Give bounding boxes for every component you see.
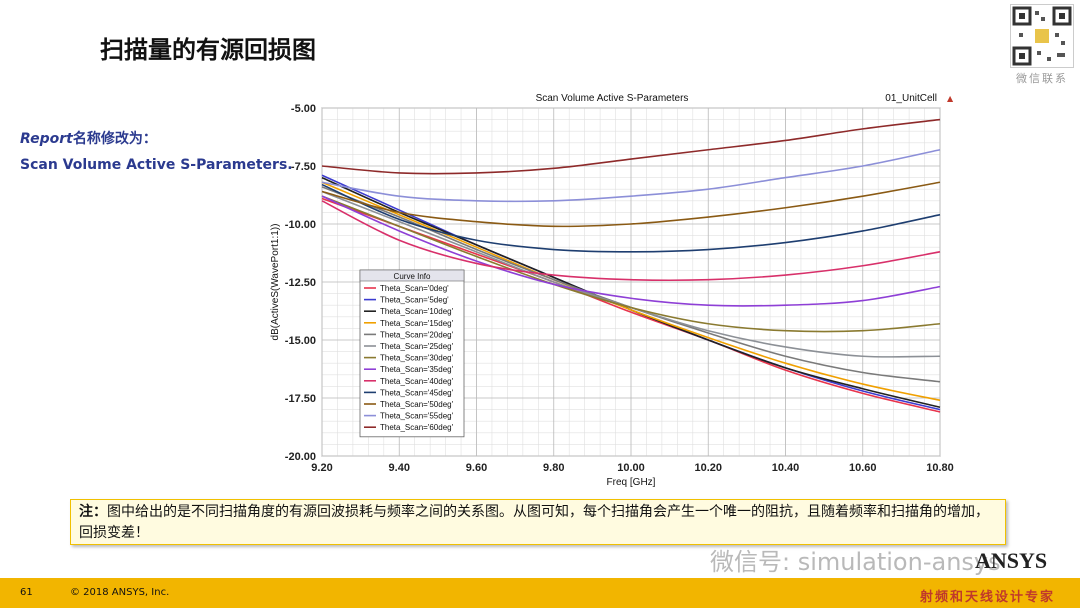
rf-tag: 射频和天线设计专家 xyxy=(920,590,1056,605)
s-parameter-chart: Scan Volume Active S-Parameters 01_UnitC… xyxy=(270,93,954,488)
copyright: © 2018 ANSYS, Inc. xyxy=(70,587,170,598)
series-line xyxy=(321,148,941,203)
y-tick-label: -7.50 xyxy=(291,161,316,173)
marker-triangle-icon: ▲ xyxy=(947,94,954,103)
slide-title: 扫描量的有源回损图 xyxy=(100,36,316,64)
legend-title: Curve Info xyxy=(394,272,431,281)
ansys-logo: ANSYS xyxy=(975,548,1048,573)
x-axis-label: Freq [GHz] xyxy=(607,477,656,488)
legend-entry: Theta_Scan='55deg' xyxy=(380,412,454,421)
x-tick-label: 10.60 xyxy=(849,462,877,474)
report-line2: Scan Volume Active S-Parameters. xyxy=(20,157,293,173)
series-line xyxy=(321,118,941,175)
y-tick-label: -5.00 xyxy=(291,103,316,115)
x-tick-label: 9.20 xyxy=(311,462,332,474)
legend-box xyxy=(359,269,465,438)
legend-entry: Theta_Scan='10deg' xyxy=(380,307,454,316)
qr-code-icon xyxy=(1010,4,1074,68)
x-tick-label: 9.80 xyxy=(543,462,564,474)
y-tick-label: -12.50 xyxy=(285,277,316,289)
series-line xyxy=(321,200,941,282)
x-tick-label: 9.60 xyxy=(466,462,487,474)
y-tick-label: -15.00 xyxy=(285,335,316,347)
x-tick-label: 9.40 xyxy=(389,462,410,474)
legend-entry: Theta_Scan='25deg' xyxy=(380,342,454,351)
legend-entry: Theta_Scan='40deg' xyxy=(380,377,454,386)
x-tick-label: 10.40 xyxy=(772,462,800,474)
legend-entry: Theta_Scan='15deg' xyxy=(380,319,454,328)
y-tick-label: -10.00 xyxy=(285,219,316,231)
legend-entry: Theta_Scan='30deg' xyxy=(380,354,454,363)
note-box: 注：图中给出的是不同扫描角度的有源回波损耗与频率之间的关系图。从图可知，每个扫描… xyxy=(70,499,1006,545)
x-tick-label: 10.80 xyxy=(926,462,954,474)
design-label: 01_UnitCell xyxy=(885,93,937,104)
note-text: 图中给出的是不同扫描角度的有源回波损耗与频率之间的关系图。从图可知，每个扫描角会… xyxy=(79,504,989,541)
legend-entry: Theta_Scan='20deg' xyxy=(380,330,454,339)
y-tick-label: -17.50 xyxy=(285,393,316,405)
x-tick-label: 10.00 xyxy=(617,462,645,474)
legend-header xyxy=(359,269,465,282)
legend-entry: Theta_Scan='35deg' xyxy=(380,365,454,374)
series-line xyxy=(321,195,941,333)
report-note: Report名称修改为： Scan Volume Active S-Parame… xyxy=(20,126,293,178)
y-tick-label: -20.00 xyxy=(285,451,316,463)
legend-entry: Theta_Scan='45deg' xyxy=(380,388,454,397)
series-line xyxy=(321,183,941,253)
footer-bar xyxy=(0,578,1080,608)
legend-entry: Theta_Scan='50deg' xyxy=(380,400,454,409)
page-number: 61 xyxy=(20,587,33,598)
note-label: 注： xyxy=(79,504,107,520)
legend-entry: Theta_Scan='5deg' xyxy=(380,296,449,305)
report-line1: 名称修改为： xyxy=(72,131,157,147)
x-tick-label: 10.20 xyxy=(694,462,722,474)
legend-entry: Theta_Scan='0deg' xyxy=(380,284,449,293)
y-axis-label: dB(ActiveS(WavePort1:1)) xyxy=(270,224,281,341)
series-line xyxy=(321,181,941,402)
report-keyword: Report xyxy=(20,131,73,147)
wechat-watermark: 微信号: simulation-ansys xyxy=(710,548,1001,576)
series-line xyxy=(321,181,941,228)
qr-caption: 微信联系 xyxy=(1016,72,1068,85)
series-line xyxy=(321,195,941,307)
legend-entry: Theta_Scan='60deg' xyxy=(380,423,454,432)
chart-title: Scan Volume Active S-Parameters xyxy=(536,93,689,104)
